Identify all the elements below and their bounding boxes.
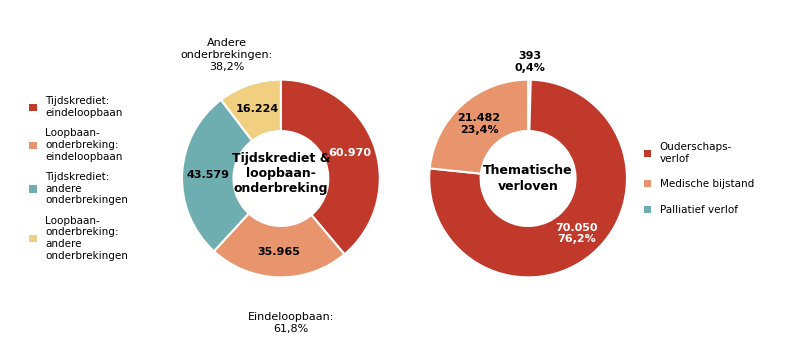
Wedge shape bbox=[221, 80, 281, 141]
Wedge shape bbox=[528, 80, 531, 131]
Wedge shape bbox=[281, 80, 379, 254]
Text: Eindeloopbaan:
61,8%: Eindeloopbaan: 61,8% bbox=[248, 312, 334, 333]
Text: 35.965: 35.965 bbox=[258, 247, 301, 257]
Legend: Ouderschaps-
verlof, Medische bijstand, Palliatief verlof: Ouderschaps- verlof, Medische bijstand, … bbox=[644, 142, 754, 215]
Wedge shape bbox=[214, 213, 345, 277]
Wedge shape bbox=[182, 100, 252, 251]
Text: 16.224: 16.224 bbox=[236, 104, 279, 114]
Text: 21.482
23,4%: 21.482 23,4% bbox=[458, 114, 501, 135]
Text: 70.050
76,2%: 70.050 76,2% bbox=[555, 223, 598, 244]
Text: Tijdskrediet &
loopbaan-
onderbreking: Tijdskrediet & loopbaan- onderbreking bbox=[231, 152, 330, 195]
Wedge shape bbox=[430, 80, 528, 174]
Legend: Tijdskrediet:
eindeloopbaan, Loopbaan-
onderbreking:
eindeloopbaan, Tijdskrediet: Tijdskrediet: eindeloopbaan, Loopbaan- o… bbox=[29, 96, 128, 261]
Wedge shape bbox=[430, 80, 627, 277]
Text: 393
0,4%: 393 0,4% bbox=[515, 51, 545, 72]
Text: 43.579: 43.579 bbox=[186, 170, 229, 180]
Text: Andere
onderbrekingen:
38,2%: Andere onderbrekingen: 38,2% bbox=[180, 38, 273, 71]
Text: Thematische
verloven: Thematische verloven bbox=[483, 165, 573, 192]
Text: 60.970: 60.970 bbox=[328, 149, 371, 159]
